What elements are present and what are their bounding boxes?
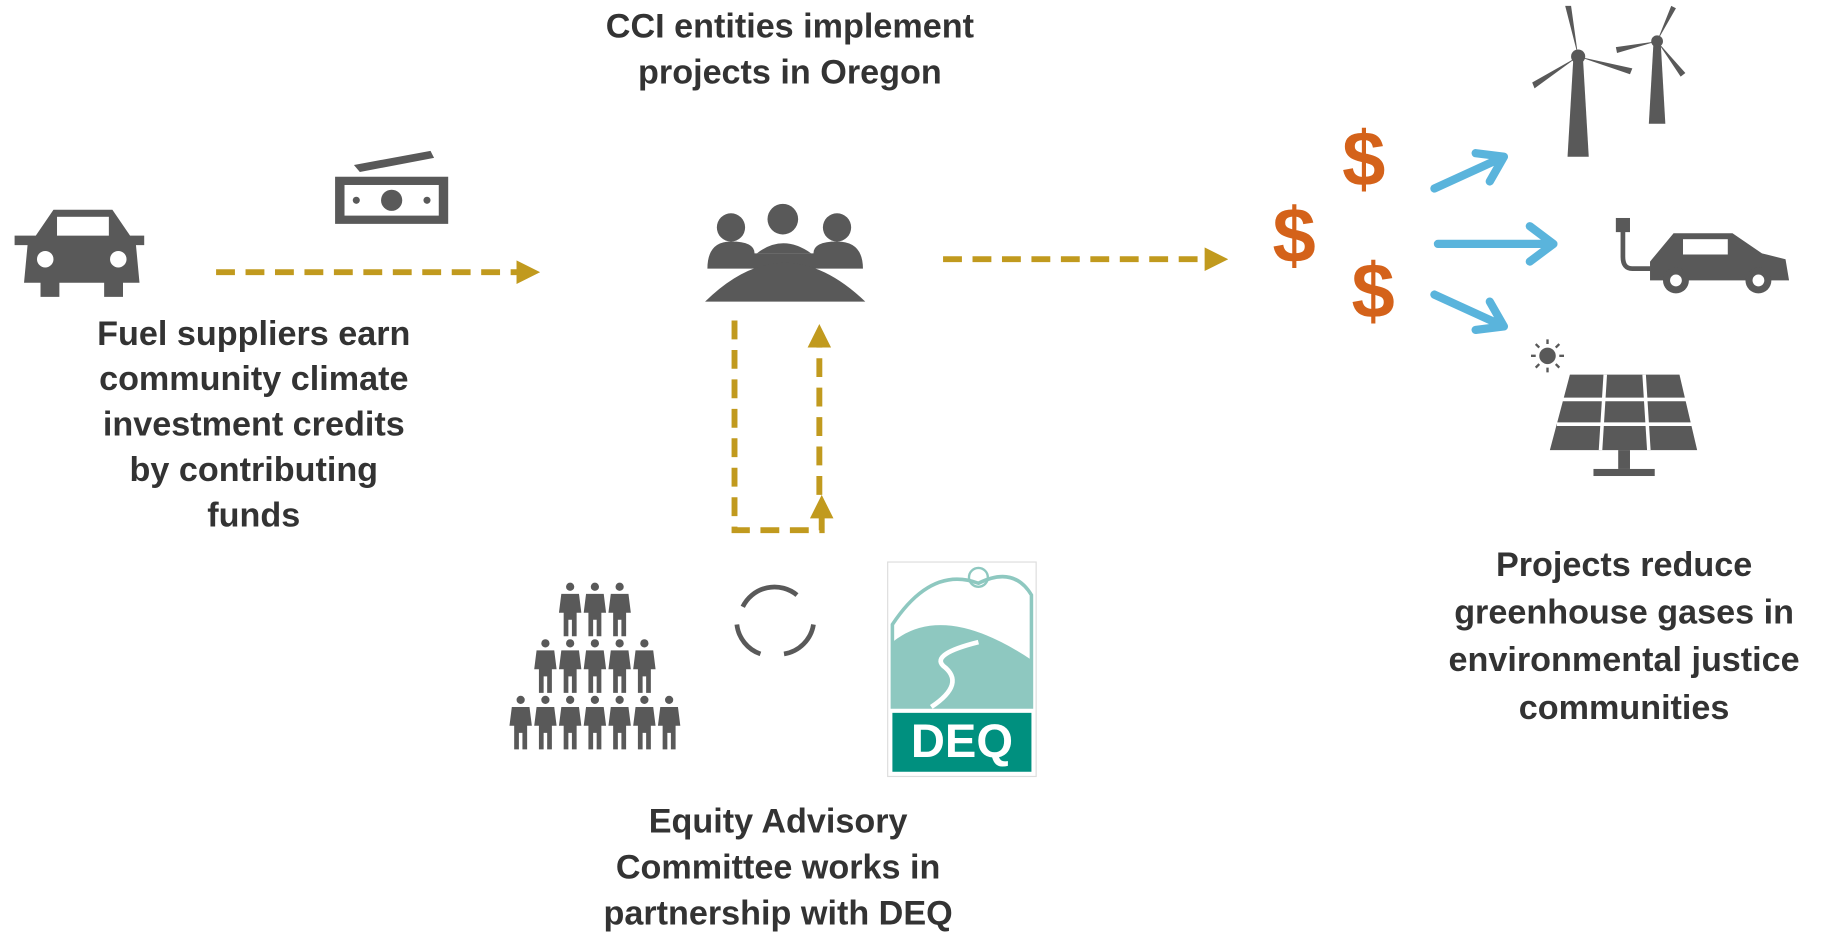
person <box>608 582 631 637</box>
person <box>534 695 557 750</box>
car-icon <box>14 209 145 297</box>
dollar-sign: $ <box>1342 117 1385 203</box>
step-label: investment credits <box>103 406 405 444</box>
blue-arrows <box>1430 149 1558 335</box>
person <box>657 695 681 750</box>
person <box>633 695 656 750</box>
meeting-icon <box>705 203 866 302</box>
person <box>558 695 582 750</box>
step-label: environmental justice <box>1449 641 1800 679</box>
step-label: funds <box>207 496 300 534</box>
logo-text: DEQ <box>911 714 1013 767</box>
person <box>583 582 607 637</box>
person <box>608 695 631 750</box>
step-label: Committee works in <box>616 849 941 887</box>
deq-logo: DEQ <box>887 561 1037 778</box>
solar-panel-icon <box>1531 339 1698 477</box>
person <box>558 639 582 693</box>
step-label: Equity Advisory <box>649 803 908 841</box>
step-label: projects in Oregon <box>638 53 942 91</box>
person <box>608 639 631 693</box>
cycle-icon <box>734 584 816 657</box>
electric-car-icon <box>1615 217 1790 294</box>
dollar-sign: $ <box>1273 193 1316 279</box>
person <box>633 639 656 693</box>
step-label: by contributing <box>130 451 379 489</box>
flow-arrow <box>731 320 834 534</box>
money-icon <box>335 150 449 224</box>
person <box>583 639 607 693</box>
step-label: community climate <box>99 360 408 398</box>
person <box>534 639 557 693</box>
step-label: Fuel suppliers earn <box>97 315 410 353</box>
person <box>558 582 582 637</box>
step-label: partnership with DEQ <box>604 895 953 932</box>
person <box>583 695 607 750</box>
step-label: greenhouse gases in <box>1454 593 1794 631</box>
dollar-sign: $ <box>1352 248 1395 334</box>
step-label: communities <box>1519 689 1730 727</box>
step-label: CCI entities implement <box>606 7 974 45</box>
step-label: Projects reduce <box>1496 546 1752 584</box>
person <box>509 695 532 750</box>
wind-turbine-icon <box>1532 5 1686 157</box>
people-icon <box>509 582 681 750</box>
